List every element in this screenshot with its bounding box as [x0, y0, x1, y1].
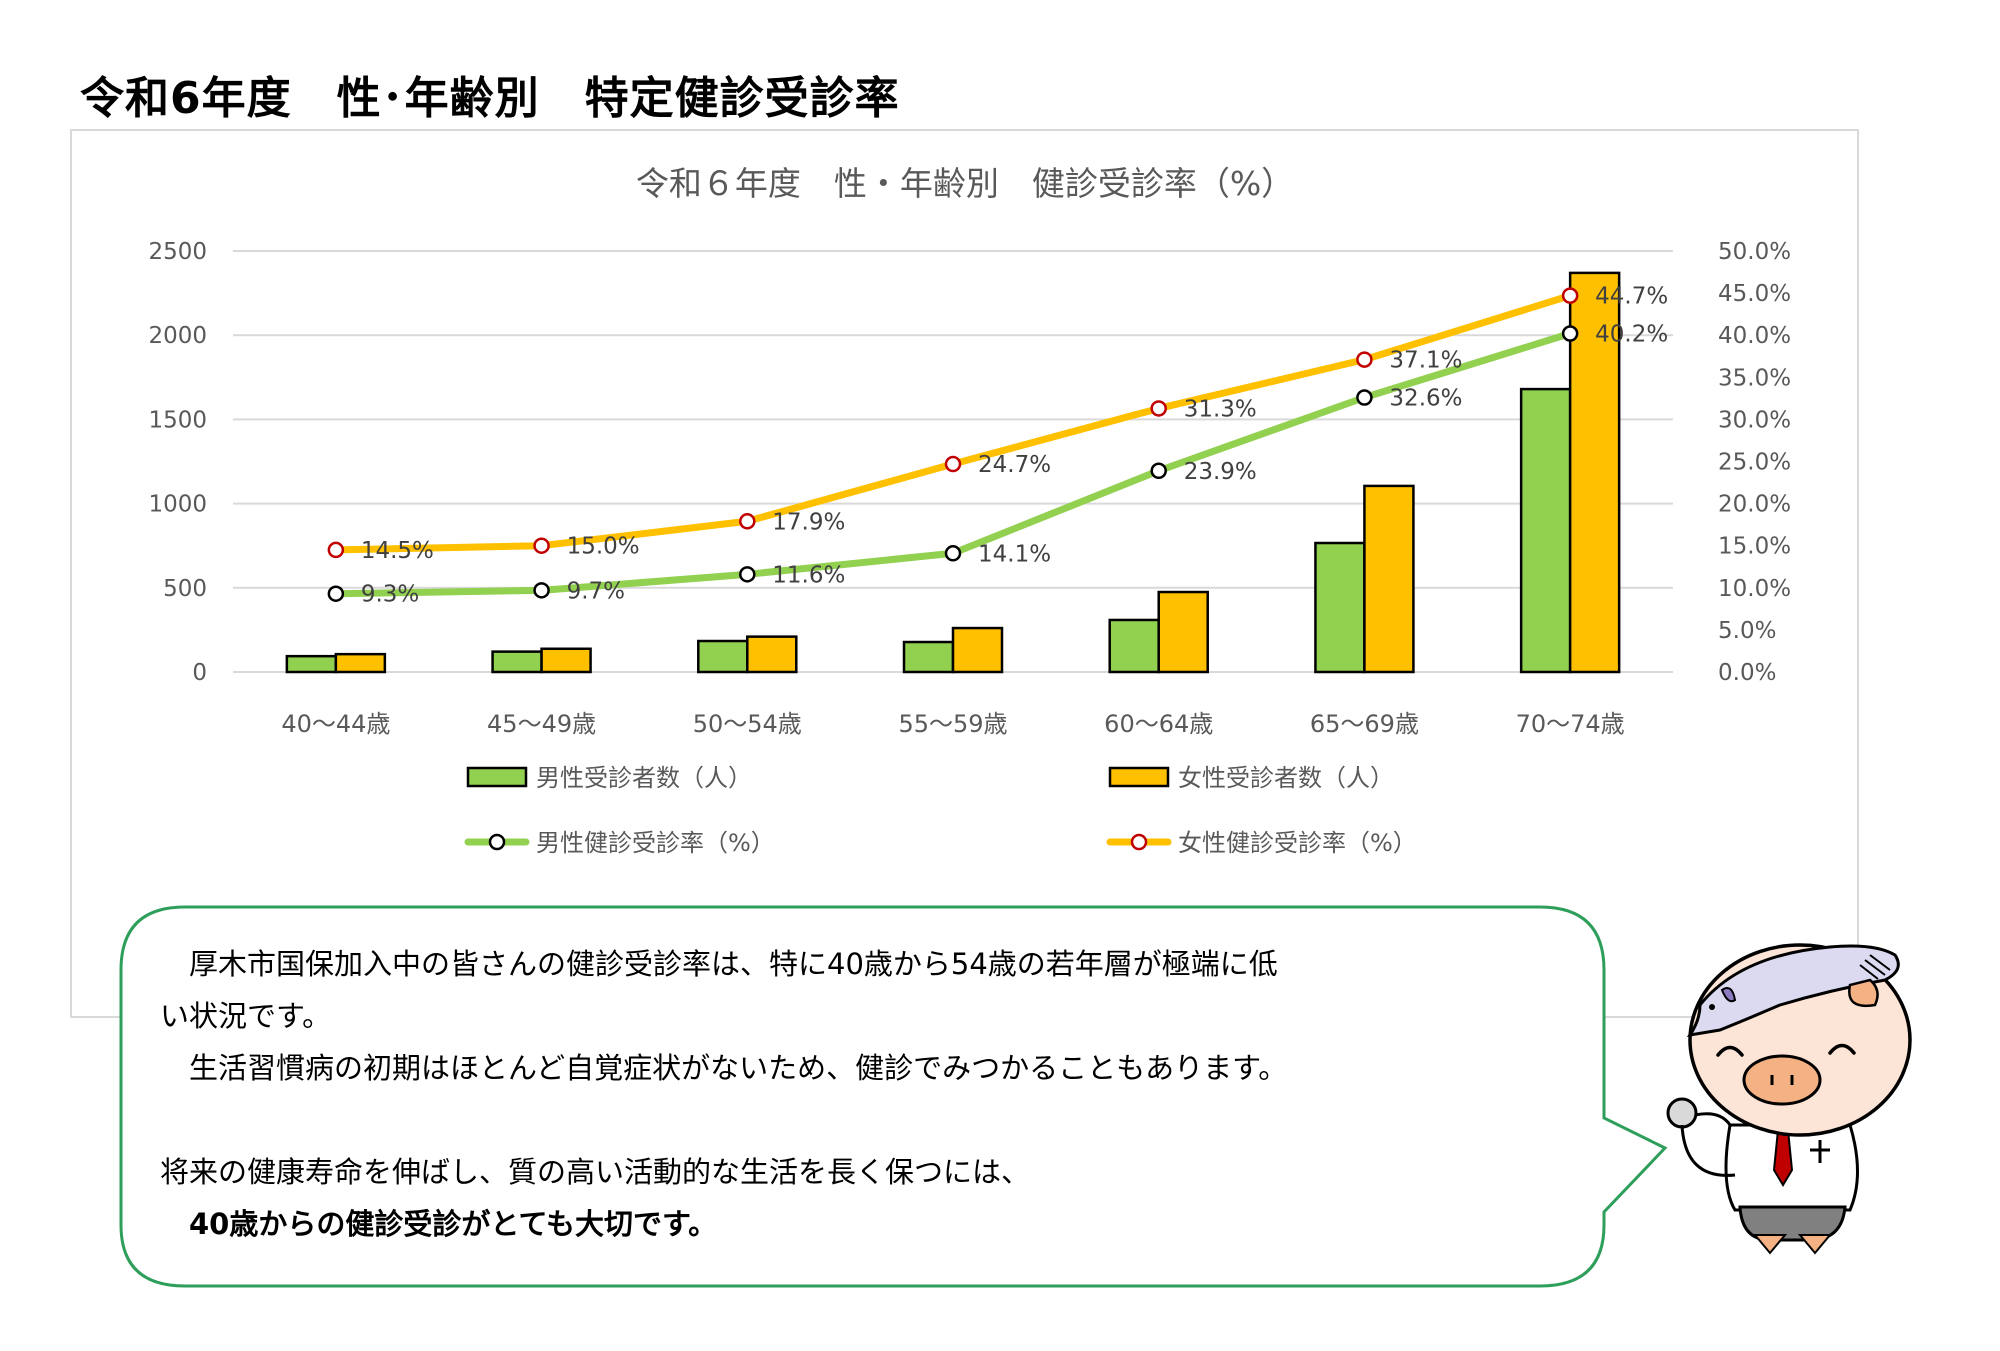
left-axis-tick: 1000: [148, 492, 207, 518]
bar: [1519, 387, 1572, 674]
x-axis-tick: 40～44歳: [281, 710, 390, 738]
page-title: 令和6年度 性･年齢別 特定健診受診率: [80, 73, 900, 124]
rate-marker: [1561, 287, 1579, 304]
female-rate-marker-icon: [1130, 833, 1148, 851]
legend-label-female-rate: 女性健診受診率（%）: [1178, 829, 1417, 857]
legend-item-male-rate: 男性健診受診率（%）: [464, 829, 775, 857]
right-axis-tick: 45.0%: [1718, 281, 1791, 307]
bar: [334, 652, 387, 674]
message-line-3: 生活習慣病の初期はほとんど自覚症状がないため、健診でみつかることもあります。: [160, 1051, 1288, 1085]
rate-marker: [1356, 351, 1373, 368]
legend-label-male-count: 男性受診者数（人）: [536, 764, 752, 792]
data-label: 15.0%: [567, 534, 640, 560]
male-count-swatch: [466, 766, 528, 788]
x-axis-labels: 40～44歳 45～49歳 50～54歳 55～59歳 60～64歳 65～69歳 70～7…: [281, 710, 1624, 738]
left-axis-labels: 0 500 1000 1500 2000 2500: [148, 239, 207, 686]
bar: [540, 647, 592, 674]
right-axis-tick: 0.0%: [1718, 660, 1776, 686]
rate-marker: [1561, 325, 1579, 342]
x-axis-tick: 60～64歳: [1104, 710, 1213, 738]
message-line-5: 将来の健康寿命を伸ばし、質の高い活動的な生活を長く保つには、: [160, 1155, 1031, 1189]
message-line-6: 40歳からの健診受診がとても大切です。: [160, 1207, 718, 1241]
left-axis-tick: 2000: [148, 323, 207, 349]
bar: [746, 635, 798, 674]
x-axis-tick: 55～59歳: [898, 710, 1007, 738]
pig-doctor-mascot-icon: [1666, 943, 1912, 1255]
bar: [1108, 618, 1160, 674]
male-rate-marker-icon: [488, 833, 506, 851]
rate-marker: [533, 537, 550, 554]
bar: [951, 626, 1004, 674]
rate-marker: [1150, 400, 1167, 417]
data-label: 31.3%: [1184, 396, 1257, 422]
left-axis-tick: 0: [192, 660, 207, 686]
legend-label-male-rate: 男性健診受診率（%）: [536, 829, 775, 857]
rate-marker: [533, 582, 550, 599]
data-label: 14.5%: [361, 538, 434, 564]
rate-marker: [944, 545, 962, 562]
rate-marker: [327, 541, 345, 559]
data-label: 17.9%: [772, 509, 845, 535]
right-axis-tick: 25.0%: [1718, 450, 1791, 476]
bar: [1363, 484, 1415, 674]
bar-series: [285, 271, 1621, 674]
data-label: 32.6%: [1389, 386, 1462, 412]
legend-item-female-rate: 女性健診受診率（%）: [1106, 829, 1417, 857]
female-count-swatch: [1108, 766, 1170, 788]
bar: [1568, 271, 1621, 674]
data-label: 14.1%: [978, 541, 1051, 567]
message-line-1: 厚木市国保加入中の皆さんの健診受診率は、特に40歳から54歳の若年層が極端に低: [160, 947, 1278, 981]
data-label: 9.7%: [567, 578, 625, 604]
x-axis-tick: 65～69歳: [1310, 710, 1419, 738]
data-label: 44.7%: [1595, 284, 1668, 310]
message-line-4: [160, 1094, 1580, 1146]
legend-item-male-count: 男性受診者数（人）: [466, 764, 752, 792]
data-label: 24.7%: [978, 452, 1051, 478]
legend-item-female-count: 女性受診者数（人）: [1108, 764, 1394, 792]
data-label: 11.6%: [772, 562, 845, 588]
legend: 男性受診者数（人） 女性受診者数（人） 男性健診受診率（%） 女性健診受診率（%…: [464, 764, 1417, 857]
data-label: 40.2%: [1595, 322, 1668, 348]
x-axis-tick: 50～54歳: [693, 710, 802, 738]
chart-title: 令和６年度 性・年齢別 健診受診率（%）: [636, 164, 1294, 203]
rate-marker: [739, 513, 756, 530]
rate-marker: [327, 585, 345, 602]
message-text: 厚木市国保加入中の皆さんの健診受診率は、特に40歳から54歳の若年層が極端に低 …: [160, 938, 1580, 1250]
x-axis-tick: 70～74歳: [1516, 710, 1625, 738]
left-axis-tick: 500: [163, 576, 207, 602]
legend-label-female-count: 女性受診者数（人）: [1178, 764, 1394, 792]
rate-marker: [739, 566, 756, 583]
right-axis-tick: 15.0%: [1718, 534, 1791, 560]
right-axis-tick: 20.0%: [1718, 492, 1791, 518]
message-line-2: い状況です。: [160, 999, 332, 1033]
x-axis-tick: 45～49歳: [487, 710, 596, 738]
right-axis-tick: 5.0%: [1718, 618, 1776, 644]
rate-marker: [1356, 389, 1373, 406]
right-axis-tick: 35.0%: [1718, 365, 1791, 391]
right-axis-tick: 40.0%: [1718, 323, 1791, 349]
right-axis-tick: 50.0%: [1718, 239, 1791, 265]
rate-marker: [944, 455, 962, 473]
rate-marker: [1150, 462, 1167, 480]
left-axis-tick: 2500: [148, 239, 207, 265]
line-series: 9.3% 9.7% 11.6% 14.1% 23.9% 32.6% 40.2% 14.5% 15…: [327, 284, 1668, 608]
left-axis-tick: 1500: [148, 407, 207, 433]
right-axis-labels: 0.0% 5.0% 10.0% 15.0% 20.0% 25.0% 30.0% 35.0% 40…: [1718, 239, 1791, 686]
right-axis-tick: 30.0%: [1718, 407, 1791, 433]
right-axis-tick: 10.0%: [1718, 576, 1791, 602]
data-label: 37.1%: [1389, 348, 1462, 374]
data-label: 9.3%: [361, 582, 419, 608]
bar: [1157, 590, 1209, 674]
data-label: 23.9%: [1184, 459, 1257, 485]
